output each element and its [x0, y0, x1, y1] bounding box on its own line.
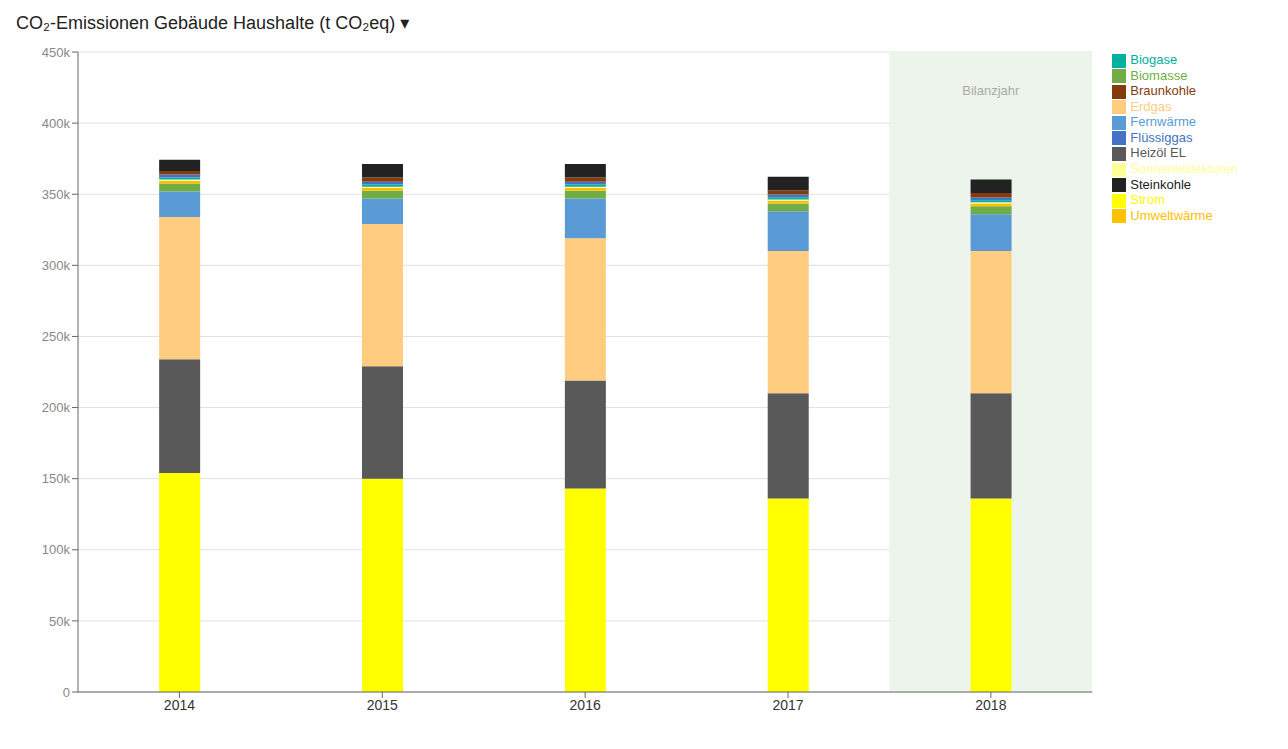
html-text:Flüssiggas: Flüssiggas — [1130, 129, 1193, 145]
svg-text:Bilanzjahr: Bilanzjahr — [962, 83, 1020, 98]
svg-text:250k: 250k — [42, 329, 71, 344]
html-text:Biomasse: Biomasse — [1130, 67, 1188, 83]
html-text:Strom: Strom — [1130, 192, 1165, 208]
html-text:Fernwärme: Fernwärme — [1130, 114, 1196, 130]
svg-text:2015: 2015 — [367, 697, 398, 713]
svg-text:450k: 450k — [42, 45, 71, 60]
html-text:Biogase: Biogase — [1130, 52, 1178, 67]
svg-text:2016: 2016 — [570, 697, 601, 713]
svg-text:200k: 200k — [42, 400, 71, 415]
svg-text:150k: 150k — [42, 471, 71, 486]
svg-text:2017: 2017 — [772, 697, 803, 713]
html-text:Erdgas: Erdgas — [1130, 98, 1172, 114]
svg-text:0: 0 — [63, 685, 70, 700]
svg-text:350k: 350k — [42, 187, 71, 202]
svg-text:2014: 2014 — [164, 697, 195, 713]
html-text:Heizöl EL: Heizöl EL — [1130, 145, 1186, 161]
html-text:Umweltwärme: Umweltwärme — [1130, 207, 1213, 223]
svg-text:50k: 50k — [49, 614, 70, 629]
html-text:Braunkohle: Braunkohle — [1130, 83, 1197, 99]
svg-text:100k: 100k — [42, 542, 71, 557]
html-text:Steinkohle: Steinkohle — [1130, 176, 1191, 192]
svg-text:400k: 400k — [42, 116, 71, 131]
html-text:CO₂-Emissionen Gebäude Haushal: CO₂-Emissionen Gebäude Haushalte (t CO₂e… — [16, 13, 410, 33]
html-text:Sonnenkollektoren: Sonnenkollektoren — [1130, 160, 1238, 176]
svg-text:300k: 300k — [42, 258, 71, 273]
svg-text:2018: 2018 — [975, 697, 1006, 713]
